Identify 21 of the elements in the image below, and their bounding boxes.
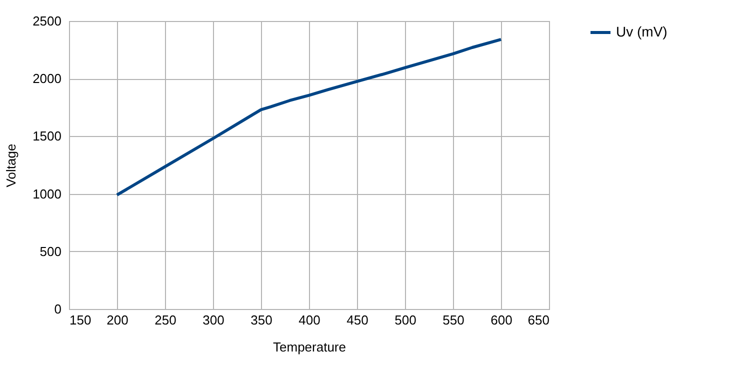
y-tick-label: 0 bbox=[54, 302, 62, 316]
x-tick-label: 550 bbox=[442, 312, 464, 328]
y-tick-label: 500 bbox=[40, 244, 62, 259]
x-tick-label: 350 bbox=[250, 312, 272, 328]
x-tick-label: 650 bbox=[528, 312, 550, 328]
line-series bbox=[116, 38, 502, 196]
y-tick-label: 1000 bbox=[32, 186, 62, 202]
x-tick-label: 600 bbox=[490, 312, 512, 328]
x-tick-label: 450 bbox=[346, 312, 368, 328]
x-axis-title: Temperature bbox=[273, 340, 346, 354]
x-tick-label: 300 bbox=[202, 312, 224, 328]
x-tick-label: 150 bbox=[70, 312, 92, 328]
x-tick-label: 200 bbox=[106, 312, 128, 328]
x-tick-label: 400 bbox=[298, 312, 320, 328]
y-tick-label: 2500 bbox=[32, 14, 62, 28]
x-tick-label: 250 bbox=[154, 312, 176, 328]
legend-label: Uv (mV) bbox=[616, 24, 668, 40]
x-tick-label: 500 bbox=[394, 312, 416, 328]
y-tick-label: 1500 bbox=[32, 128, 62, 144]
y-tick-label: 2000 bbox=[32, 71, 62, 86]
y-axis-title: Voltage bbox=[4, 144, 19, 188]
